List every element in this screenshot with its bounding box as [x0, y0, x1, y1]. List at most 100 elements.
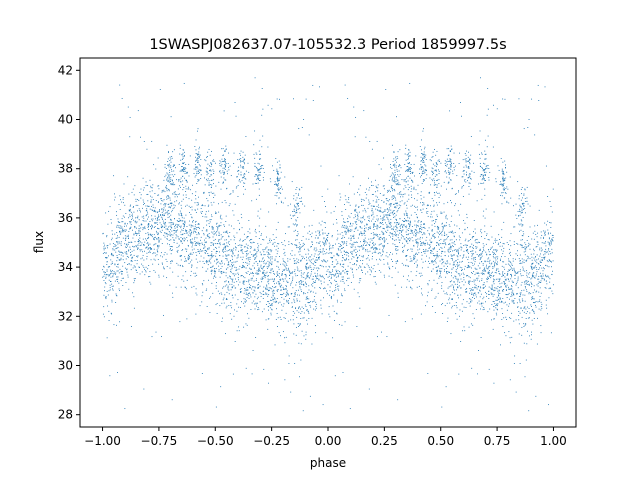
- data-point: [526, 280, 528, 282]
- data-point: [392, 228, 394, 230]
- data-point: [423, 233, 425, 235]
- data-point: [456, 249, 458, 251]
- data-point: [214, 243, 216, 245]
- data-point: [170, 226, 172, 228]
- data-point: [531, 277, 533, 279]
- data-point: [156, 238, 158, 240]
- data-point: [127, 223, 128, 225]
- data-point: [176, 225, 178, 227]
- data-point: [347, 252, 349, 253]
- data-point: [442, 222, 443, 224]
- data-point: [455, 269, 457, 271]
- data-point: [299, 287, 301, 289]
- data-point: [333, 210, 335, 212]
- data-point: [224, 285, 226, 287]
- data-point: [148, 276, 149, 278]
- data-point: [267, 318, 269, 320]
- data-point: [121, 230, 123, 232]
- data-point: [212, 232, 214, 234]
- data-point: [364, 192, 366, 193]
- data-point: [341, 260, 343, 262]
- data-point: [215, 213, 216, 215]
- data-point: [303, 317, 305, 319]
- data-point: [180, 255, 182, 257]
- data-point: [467, 265, 469, 267]
- data-point: [386, 198, 388, 199]
- data-point: [501, 276, 503, 277]
- data-point: [172, 234, 174, 236]
- data-point: [151, 190, 153, 192]
- data-point: [443, 290, 445, 292]
- data-point: [335, 243, 336, 245]
- data-point: [490, 288, 492, 290]
- data-point: [418, 285, 420, 287]
- data-point: [454, 224, 456, 226]
- data-point: [181, 240, 183, 242]
- data-point: [298, 311, 300, 313]
- data-point: [267, 260, 269, 262]
- data-point: [526, 274, 528, 276]
- data-point: [442, 243, 444, 245]
- data-point: [247, 231, 249, 233]
- data-point: [551, 239, 553, 241]
- data-point: [306, 283, 307, 285]
- data-point: [374, 179, 376, 181]
- data-point: [356, 254, 358, 255]
- data-point: [276, 282, 277, 284]
- data-point: [276, 253, 278, 255]
- data-point: [273, 239, 275, 240]
- data-point: [495, 312, 497, 314]
- data-point: [320, 287, 321, 289]
- data-point: [408, 198, 410, 200]
- data-point: [378, 199, 380, 201]
- data-point: [231, 225, 232, 227]
- data-point: [399, 193, 400, 195]
- data-point: [397, 193, 399, 195]
- data-point: [133, 233, 135, 235]
- data-point: [265, 272, 267, 274]
- data-point: [523, 262, 525, 264]
- data-point: [376, 215, 378, 217]
- data-point: [308, 277, 310, 279]
- data-point: [161, 217, 163, 219]
- data-point: [109, 284, 111, 286]
- data-point: [127, 276, 129, 278]
- data-point: [285, 312, 287, 314]
- data-point: [421, 292, 422, 294]
- data-point: [406, 250, 408, 252]
- data-point: [417, 225, 419, 227]
- data-point: [148, 265, 150, 266]
- data-point: [119, 259, 121, 261]
- data-point: [337, 248, 339, 250]
- data-point: [267, 306, 269, 308]
- data-point: [437, 228, 439, 230]
- data-point: [350, 246, 352, 248]
- data-point: [547, 232, 549, 234]
- data-point: [311, 241, 313, 243]
- data-point: [162, 218, 164, 220]
- data-point: [467, 244, 468, 246]
- data-point: [362, 221, 363, 223]
- data-point: [302, 317, 304, 319]
- data-point: [402, 227, 404, 229]
- data-point: [331, 264, 333, 265]
- data-point: [137, 199, 139, 201]
- data-point: [469, 292, 471, 294]
- data-point: [225, 254, 227, 256]
- data-point: [255, 254, 257, 256]
- data-point: [354, 221, 356, 223]
- data-point: [541, 267, 543, 269]
- data-point: [483, 245, 485, 247]
- data-point: [474, 292, 476, 294]
- data-point: [313, 247, 315, 249]
- data-point: [524, 324, 526, 326]
- data-point: [180, 225, 182, 227]
- data-point: [258, 231, 260, 233]
- data-point: [425, 250, 426, 252]
- data-point: [314, 309, 316, 311]
- data-point: [323, 243, 325, 245]
- data-point: [352, 245, 354, 247]
- data-point: [261, 258, 263, 260]
- data-point: [377, 196, 378, 198]
- data-point: [491, 246, 493, 248]
